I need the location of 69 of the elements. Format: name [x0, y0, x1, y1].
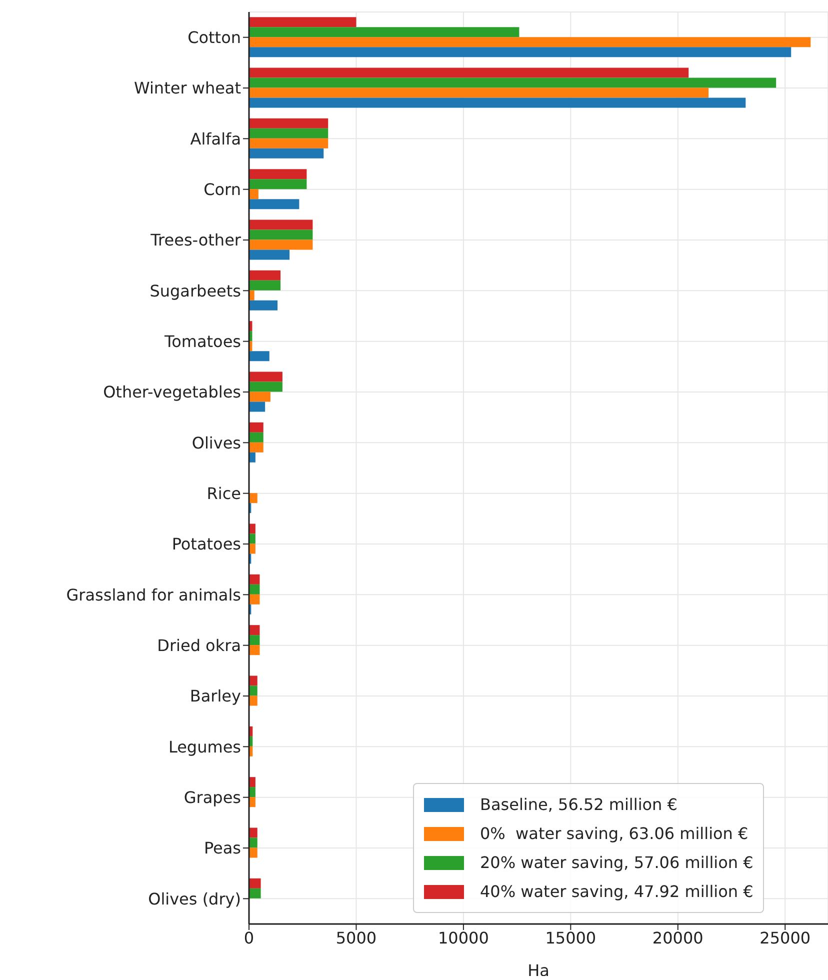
bar	[249, 27, 520, 38]
y-tick-label: Legumes	[168, 737, 241, 756]
bar	[249, 118, 328, 128]
y-tick-label: Other-vegetables	[103, 382, 241, 402]
bar	[249, 179, 307, 190]
bar	[249, 47, 792, 58]
bar	[249, 68, 689, 78]
bar	[249, 199, 300, 210]
x-tick-label: 0	[244, 928, 254, 948]
x-tick-label: 15000	[545, 928, 596, 948]
bar	[249, 250, 290, 260]
y-tick-label: Peas	[204, 838, 241, 858]
bar	[249, 88, 709, 98]
bar	[249, 351, 270, 362]
y-tick-label: Dried okra	[157, 636, 241, 656]
legend-label: 40% water saving, 47.92 million €	[480, 882, 754, 901]
y-tick-label: Alfalfa	[190, 129, 241, 148]
bar	[249, 878, 261, 888]
bar	[249, 169, 307, 180]
x-tick-label: 5000	[336, 928, 377, 948]
bar	[249, 270, 281, 280]
bar	[249, 676, 258, 686]
bar	[249, 189, 258, 200]
bar	[249, 17, 356, 28]
bar	[249, 37, 811, 48]
y-tick-label: Winter wheat	[134, 78, 241, 98]
y-tick-label: Barley	[190, 686, 241, 706]
legend-label: 20% water saving, 57.06 million €	[480, 853, 754, 872]
bar	[249, 240, 313, 250]
bar	[249, 280, 281, 290]
y-tick-label: Grapes	[184, 788, 241, 808]
bar	[249, 848, 258, 858]
bar	[249, 442, 264, 452]
y-tick-label: Potatoes	[172, 534, 241, 554]
y-tick-label: Rice	[206, 484, 241, 504]
bar	[249, 696, 258, 706]
y-tick-label: Sugarbeets	[150, 281, 241, 300]
bar	[249, 230, 313, 240]
bar	[249, 300, 278, 310]
bar	[249, 686, 258, 696]
bar	[249, 372, 282, 382]
bar	[249, 220, 313, 230]
x-tick-label: 10000	[438, 928, 489, 948]
bar	[249, 78, 776, 88]
y-tick-label: Olives	[192, 433, 241, 452]
x-axis-title: Ha	[528, 961, 550, 980]
x-tick-label: 25000	[760, 928, 811, 948]
bar	[249, 493, 258, 504]
bar	[249, 382, 282, 392]
y-tick-label: Cotton	[188, 28, 241, 48]
bar	[249, 402, 266, 412]
x-tick-label: 20000	[652, 928, 704, 948]
y-tick-label: Grassland for animals	[66, 585, 241, 604]
bar	[249, 888, 261, 898]
bar	[249, 392, 270, 402]
bar	[249, 432, 264, 442]
bar	[249, 138, 328, 148]
bar	[249, 828, 258, 838]
y-tick-label: Trees-other	[150, 230, 242, 250]
bar	[249, 98, 746, 108]
bar	[249, 128, 328, 138]
bar	[249, 422, 264, 432]
y-tick-label: Olives (dry)	[148, 889, 241, 908]
y-tick-label: Corn	[204, 180, 241, 200]
y-tick-label: Tomatoes	[164, 332, 241, 352]
legend-label: 0% water saving, 63.06 million €	[480, 824, 748, 843]
bar	[249, 838, 258, 848]
legend-label: Baseline, 56.52 million €	[480, 795, 678, 814]
bar	[249, 148, 324, 158]
